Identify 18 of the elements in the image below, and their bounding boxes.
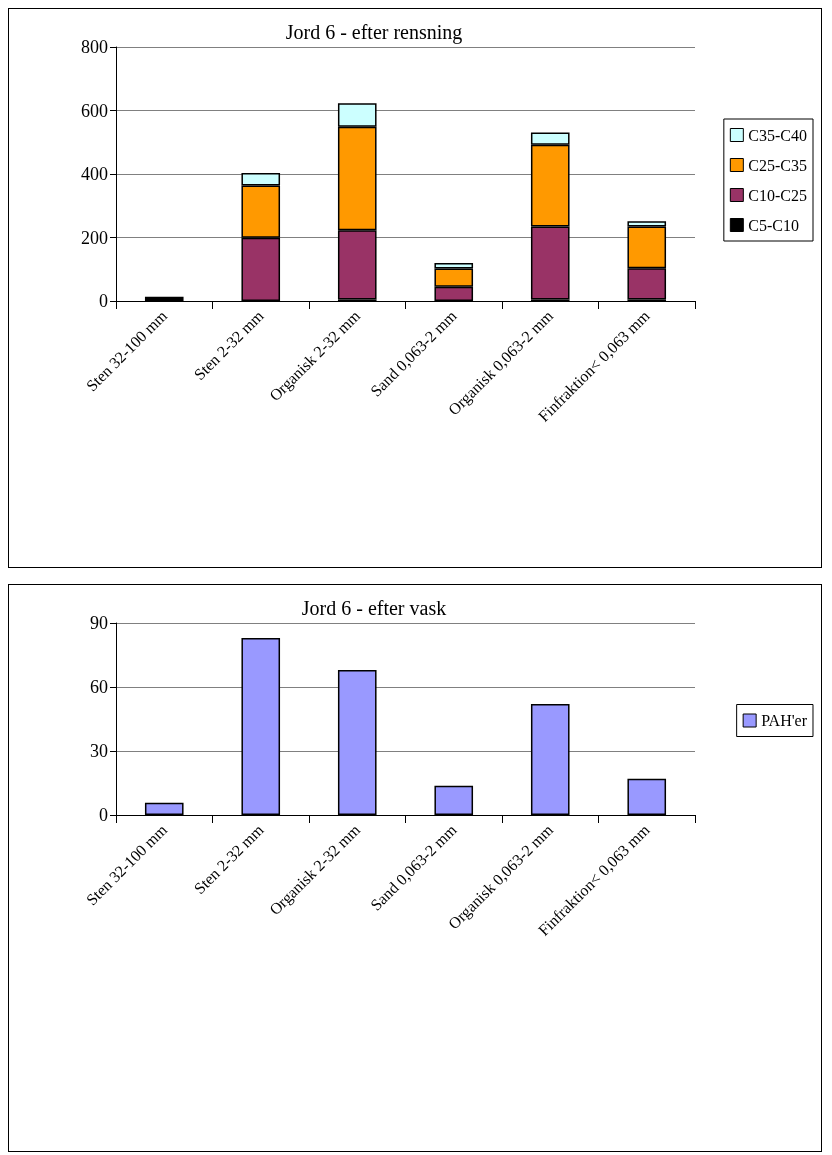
legend-label: PAH'er [761, 712, 808, 729]
chart-title: Jord 6 - efter vask [301, 597, 447, 619]
x-tick-label: Sten 2-32 mm [190, 820, 268, 898]
y-tick-label: 600 [81, 100, 108, 121]
y-tick-label: 0 [99, 805, 108, 825]
y-tick-label: 400 [81, 164, 108, 184]
legend-label: C10-C25 [748, 186, 807, 204]
y-tick-label: 0 [99, 291, 108, 311]
y-tick-label: 800 [81, 37, 108, 57]
y-tick-label: 30 [90, 741, 108, 761]
y-tick-label: 200 [81, 227, 108, 248]
chart-title: Jord 6 - efter rensning [285, 21, 463, 44]
legend-label: C5-C10 [748, 216, 799, 234]
y-tick-label: 90 [90, 613, 108, 633]
legend-label: C35-C40 [748, 126, 807, 144]
y-tick-label: 60 [90, 677, 108, 697]
legend-label: C25-C35 [748, 156, 807, 174]
x-tick-label: Sten 2-32 mm [190, 306, 268, 384]
